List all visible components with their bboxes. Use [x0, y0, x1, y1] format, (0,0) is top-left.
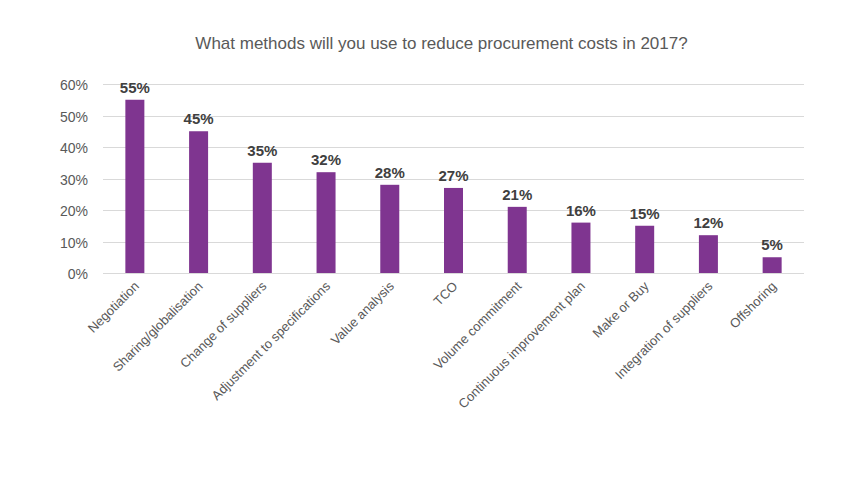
data-label: 15% — [630, 205, 660, 222]
bar — [189, 131, 208, 273]
bar — [763, 257, 782, 273]
data-label: 55% — [120, 79, 150, 96]
bar — [317, 172, 336, 273]
data-label: 35% — [247, 142, 277, 159]
bar — [444, 188, 463, 273]
y-tick-label: 30% — [60, 172, 88, 188]
data-label: 28% — [375, 164, 405, 181]
grid-line — [103, 273, 804, 274]
y-tick-label: 60% — [60, 77, 88, 93]
chart-container: What methods will you use to reduce proc… — [0, 0, 863, 484]
x-tick-label: Offshoring — [726, 279, 779, 332]
y-axis: 0% 10% 20% 30% 40% 50% 60% — [60, 77, 804, 282]
grid-line — [103, 147, 804, 148]
x-tick-label: Adjustment to specifications — [209, 278, 334, 403]
chart-svg: What methods will you use to reduce proc… — [0, 0, 863, 484]
data-label: 12% — [693, 214, 723, 231]
bars — [125, 100, 781, 273]
bar — [508, 207, 527, 273]
x-axis: NegotiationSharing/globalisationChange o… — [85, 278, 779, 411]
grid-line — [103, 84, 804, 85]
x-tick-label: Value analysis — [328, 278, 398, 348]
bar — [699, 235, 718, 273]
bar — [635, 226, 654, 273]
bar — [253, 163, 272, 273]
x-tick-label: Make or Buy — [590, 278, 653, 341]
data-label: 16% — [566, 202, 596, 219]
y-tick-label: 0% — [68, 266, 88, 282]
data-label: 27% — [438, 167, 468, 184]
bar — [571, 223, 590, 273]
y-tick-label: 40% — [60, 140, 88, 156]
x-tick-label: Continuous improvement plan — [455, 279, 588, 412]
chart-title: What methods will you use to reduce proc… — [195, 34, 687, 53]
x-tick-label: Integration of suppliers — [612, 278, 716, 382]
y-tick-label: 10% — [60, 235, 88, 251]
y-tick-label: 20% — [60, 203, 88, 219]
data-label: 21% — [502, 186, 532, 203]
data-label: 45% — [184, 110, 214, 127]
data-label: 32% — [311, 151, 341, 168]
data-labels: 55% 45% 35% 32% 28% 27% 21% 16% 15% 12% 5% — [120, 79, 783, 254]
x-tick-label: Negotiation — [85, 279, 142, 336]
y-tick-label: 50% — [60, 109, 88, 125]
data-label: 5% — [761, 236, 783, 253]
bar — [125, 100, 144, 273]
x-tick-label: TCO — [431, 279, 461, 309]
bar — [380, 185, 399, 273]
